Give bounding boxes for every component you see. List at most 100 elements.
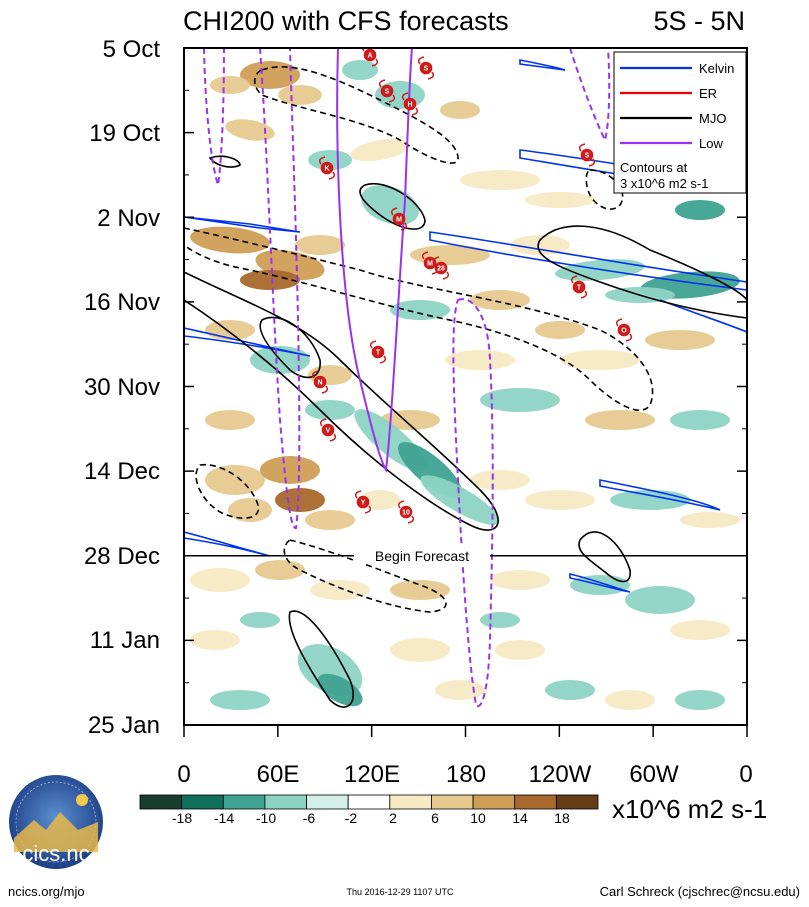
- storm-marker: [392, 212, 406, 226]
- logo-sun-icon: [76, 794, 88, 806]
- storm-arm: [311, 370, 319, 379]
- anomaly-blob: [225, 119, 275, 141]
- anomaly-blob: [670, 410, 730, 430]
- storm-symbols: A S S H K M M 28 T T N V Y 10 S O: [311, 48, 633, 524]
- anomaly-blob: [210, 76, 250, 94]
- anomaly-blob: [295, 235, 345, 255]
- storm-marker: [371, 345, 385, 359]
- anomaly-blob: [675, 690, 725, 710]
- low-frequency-negative-contour: [259, 48, 301, 530]
- storm-arm: [354, 490, 362, 499]
- storm-marker: [617, 323, 631, 337]
- anomaly-blob: [585, 410, 655, 430]
- x-tick-label: 120W: [529, 761, 592, 788]
- colorbar-label: -2: [345, 810, 358, 826]
- anomaly-blob: [625, 586, 695, 614]
- storm-arm: [570, 275, 578, 284]
- x-tick-label: 180: [446, 761, 486, 788]
- storm-marker: [380, 84, 394, 98]
- low-frequency-negative-contour: [569, 48, 611, 143]
- anomaly-blob: [317, 673, 363, 707]
- anomaly-blob: [480, 388, 560, 412]
- anomaly-blob: [470, 290, 530, 310]
- anomaly-blob: [190, 568, 250, 592]
- storm-arm: [378, 79, 386, 88]
- storm-label: T: [376, 350, 381, 357]
- kelvin-contour: [569, 572, 631, 593]
- mjo-negative-contour: [184, 227, 654, 411]
- legend-note-units: 3 x10^6 m2 s-1: [620, 176, 708, 191]
- mjo-contour: [578, 531, 631, 583]
- anomaly-blob: [470, 470, 530, 490]
- mjo-contour: [208, 155, 241, 168]
- anomaly-blob: [435, 680, 485, 700]
- legend-note: Contours at: [620, 160, 688, 175]
- anomaly-blob: [680, 512, 740, 528]
- colorbar-label: 18: [554, 810, 570, 826]
- anomaly-blob: [205, 410, 255, 430]
- storm-arm: [401, 92, 409, 101]
- storm-arm: [371, 58, 379, 67]
- anomaly-blob: [535, 321, 585, 339]
- anomaly-blob: [278, 85, 322, 105]
- anomaly-blob: [350, 138, 410, 162]
- storm-icon: T: [570, 275, 588, 299]
- anomaly-blob: [675, 200, 725, 220]
- anomaly-blob: [445, 350, 515, 370]
- anomaly-blob: [480, 612, 520, 628]
- storm-icon: H: [401, 92, 419, 116]
- storm-label: M: [427, 261, 433, 268]
- y-tick-label: 19 Oct: [89, 120, 160, 147]
- storm-arm: [318, 156, 326, 165]
- storm-icon: N: [311, 370, 329, 394]
- low-frequency-contour: [336, 48, 413, 474]
- colorbar-swatch: [514, 794, 557, 810]
- storm-arm: [411, 107, 419, 116]
- colorbar-label: 6: [431, 810, 439, 826]
- anomaly-blob: [670, 620, 730, 640]
- x-tick-label: 120E: [344, 761, 400, 788]
- forecast-label: Begin Forecast: [375, 548, 469, 564]
- y-tick-label: 16 Nov: [84, 289, 160, 316]
- storm-label: 10: [402, 510, 410, 517]
- anomaly-blob: [605, 690, 655, 710]
- storm-label: V: [326, 428, 331, 435]
- storm-icon: T: [369, 340, 387, 364]
- anomaly-blob: [490, 570, 550, 590]
- anomaly-blob: [190, 630, 240, 650]
- y-tick-label: 28 Dec: [84, 543, 160, 570]
- footer-author: Carl Schreck (cjschrec@ncsu.edu): [600, 884, 800, 899]
- storm-marker: [320, 161, 334, 175]
- kelvin-contour: [429, 231, 747, 291]
- anomaly-blob: [305, 400, 355, 420]
- colorbar-swatch: [222, 794, 266, 810]
- storm-label: A: [367, 53, 372, 60]
- kelvin-contour: [519, 59, 566, 71]
- legend-label-mjo: MJO: [699, 111, 726, 126]
- storm-marker: [419, 61, 433, 75]
- colorbar-label: 14: [512, 810, 528, 826]
- storm-label: K: [324, 166, 329, 173]
- x-tick-label: 0: [739, 761, 752, 788]
- low-frequency-negative-contour: [452, 298, 494, 708]
- x-tick-label: 0: [177, 761, 190, 788]
- region-label: 5S - 5N: [653, 6, 745, 36]
- anomaly-blob: [525, 192, 595, 208]
- anomaly-blob: [390, 300, 450, 320]
- storm-arm: [361, 48, 365, 52]
- logo-mountain-icon: [14, 812, 98, 852]
- x-tick-label: 60E: [257, 761, 300, 788]
- colorbar-units: x10^6 m2 s-1: [612, 794, 767, 824]
- legend-label-low: Low: [699, 136, 723, 151]
- footer-timestamp: Thu 2016-12-29 1107 UTC: [347, 887, 454, 897]
- storm-marker: [572, 280, 586, 294]
- storm-arm: [427, 71, 435, 80]
- storm-marker: [580, 148, 594, 162]
- storm-label: Y: [361, 500, 366, 507]
- storm-label: 28: [437, 266, 445, 273]
- storm-icon: 10: [397, 500, 415, 524]
- y-tick-label: 5 Oct: [103, 36, 161, 63]
- anomaly-blob: [390, 580, 450, 600]
- y-axis-labels: 5 Oct 19 Oct 2 Nov 16 Nov 30 Nov 14 Dec …: [84, 36, 160, 739]
- colorbar-swatch: [306, 794, 349, 810]
